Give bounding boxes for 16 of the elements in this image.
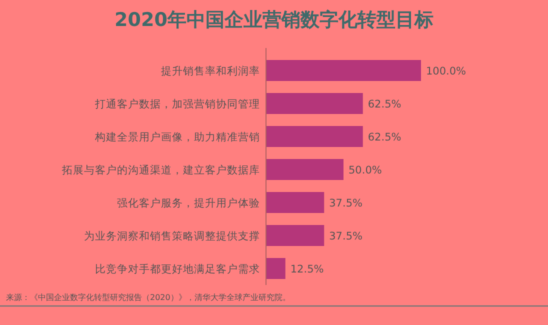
y-tick-label: 强化客户服务，提升用户体验 — [117, 196, 260, 210]
data-label: 12.5% — [290, 264, 324, 276]
y-tick-label: 比竞争对手都更好地满足客户需求 — [95, 262, 260, 276]
title: 2020年中国企业营销数字化转型目标 — [114, 9, 434, 31]
source-note: 来源：《中国企业数字化转型研究报告（2020）》，清华大学全球产业研究院。 — [6, 293, 290, 302]
y-tick-label: 为业务洞察和销售策略调整提供支撑 — [84, 230, 260, 242]
y-tick-label: 打通客户数据，加强营销协同管理 — [94, 98, 260, 110]
y-tick-label: 提升销售率和利润率 — [161, 64, 260, 78]
data-label: 100.0% — [426, 66, 466, 78]
data-label: 50.0% — [348, 164, 382, 176]
y-tick-label: 构建全景用户画像，助力精准营销 — [94, 130, 260, 144]
data-label: 62.5% — [368, 98, 402, 110]
data-label: 37.5% — [329, 198, 363, 210]
data-label: 37.5% — [329, 230, 363, 242]
data-label: 62.5% — [368, 132, 402, 144]
y-tick-label: 拓展与客户的沟通渠道，建立客户数据库 — [61, 164, 260, 176]
